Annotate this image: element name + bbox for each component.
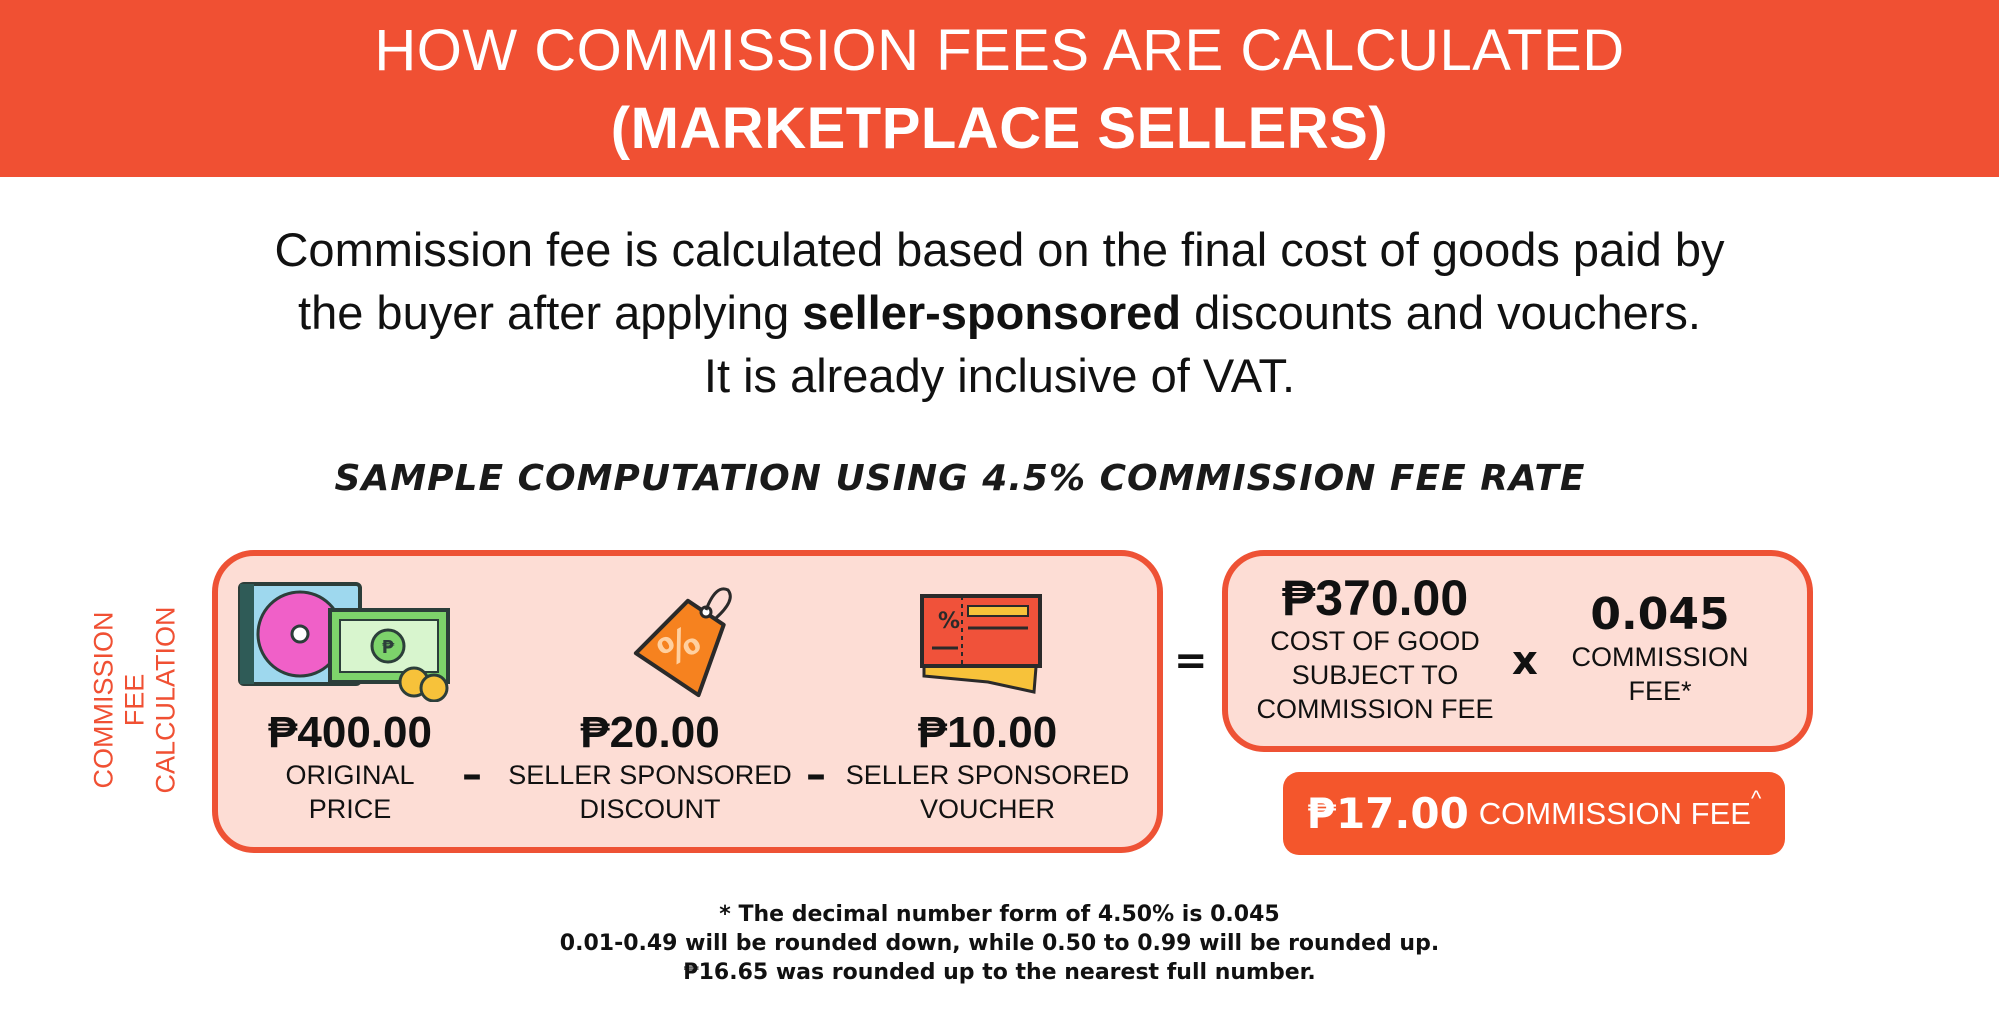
intro-bold: seller-sponsored: [802, 286, 1182, 339]
seller-discount: ₱20.00 SELLER SPONSORED DISCOUNT: [505, 708, 795, 826]
minus-operator: –: [462, 752, 482, 798]
title-line-2: (MARKETPLACE SELLERS): [610, 96, 1389, 161]
equals-operator: =: [1174, 638, 1208, 684]
label: PRICE: [308, 794, 392, 824]
label: SELLER SPONSORED: [508, 760, 792, 790]
svg-text:₱: ₱: [382, 637, 395, 658]
caret-mark: ^: [1750, 786, 1762, 811]
amount: ₱370.00: [1281, 570, 1469, 626]
side-label: COMMISSION FEE CALCULATION: [89, 600, 182, 800]
svg-text:%: %: [938, 609, 960, 634]
commission-fee-result: ₱17.00 COMMISSION FEE ^: [1283, 772, 1785, 855]
original-price: ₱400.00 ORIGINAL PRICE: [240, 708, 460, 826]
label: VOUCHER: [919, 794, 1055, 824]
intro-line-1: Commission fee is calculated based on th…: [274, 223, 1725, 276]
label: SELLER SPONSORED: [845, 760, 1130, 790]
footnotes: * The decimal number form of 4.50% is 0.…: [0, 900, 1999, 987]
voucher-ticket-icon: %: [920, 594, 1042, 694]
amount: ₱20.00: [580, 708, 720, 757]
label: DISCOUNT: [579, 794, 721, 824]
label: ORIGINAL: [285, 760, 415, 790]
label: COMMISSION: [1571, 642, 1749, 672]
amount: ₱10.00: [917, 708, 1058, 757]
footnote: * The decimal number form of 4.50% is 0.…: [719, 902, 1280, 927]
amount: 0.045: [1590, 589, 1730, 640]
intro-text: Commission fee is calculated based on th…: [0, 218, 1999, 407]
label: COMMISSION FEE: [1256, 694, 1494, 724]
footnote: 0.01-0.49 will be rounded down, while 0.…: [559, 931, 1440, 956]
seller-voucher: ₱10.00 SELLER SPONSORED VOUCHER: [845, 708, 1130, 826]
times-operator: x: [1512, 638, 1538, 684]
label: FEE*: [1628, 676, 1692, 706]
intro-text-span: the buyer after applying: [298, 286, 803, 339]
intro-text-span: discounts and vouchers.: [1181, 286, 1701, 339]
sample-heading: SAMPLE COMPUTATION USING 4.5% COMMISSION…: [334, 458, 1586, 499]
cost-times-rate-box: [1222, 550, 1813, 752]
intro-line-3: It is already inclusive of VAT.: [703, 349, 1296, 402]
commission-rate: 0.045 COMMISSION FEE*: [1550, 590, 1770, 708]
side-label-line: COMMISSION FEE: [88, 611, 150, 789]
label: SUBJECT TO: [1291, 660, 1459, 690]
banner-header: HOW COMMISSION FEES ARE CALCULATED (MARK…: [0, 0, 1999, 177]
label: COST OF GOOD: [1270, 626, 1480, 656]
result-label: COMMISSION FEE: [1478, 795, 1751, 831]
cost-subject-to-fee: ₱370.00 COST OF GOOD SUBJECT TO COMMISSI…: [1240, 572, 1510, 726]
discount-tag-icon: %: [633, 587, 732, 698]
title-line-1: HOW COMMISSION FEES ARE CALCULATED: [374, 18, 1625, 83]
cash-and-disc-icon: ₱: [238, 582, 450, 702]
side-label-line: CALCULATION: [150, 606, 181, 794]
minus-operator: –: [806, 752, 826, 798]
result-amount: ₱17.00: [1306, 789, 1469, 838]
footnote: ₱16.65 was rounded up to the nearest ful…: [683, 960, 1316, 985]
amount: ₱400.00: [268, 708, 432, 757]
intro-line-2: the buyer after applying seller-sponsore…: [0, 281, 1999, 344]
